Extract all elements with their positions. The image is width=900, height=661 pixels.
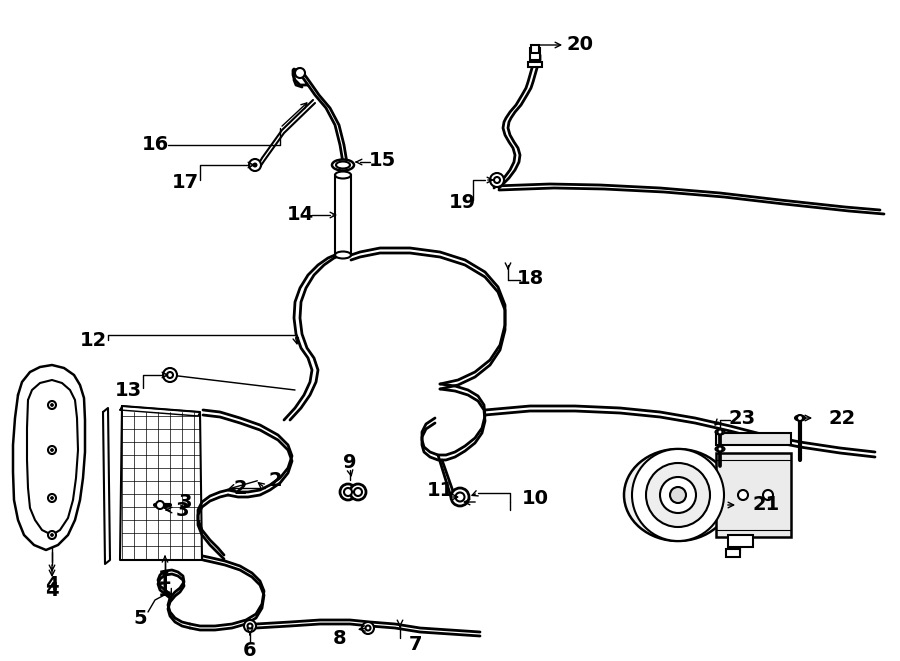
- Circle shape: [451, 488, 469, 506]
- Bar: [530, 48, 540, 60]
- Circle shape: [660, 477, 696, 513]
- Circle shape: [763, 490, 773, 500]
- Text: 15: 15: [368, 151, 396, 169]
- Ellipse shape: [335, 251, 351, 258]
- Ellipse shape: [716, 430, 724, 434]
- Text: 6: 6: [243, 641, 256, 660]
- Text: 16: 16: [141, 136, 168, 155]
- Circle shape: [494, 177, 500, 183]
- Circle shape: [362, 622, 374, 634]
- Circle shape: [48, 446, 56, 454]
- Text: 12: 12: [79, 330, 106, 350]
- Ellipse shape: [716, 446, 724, 451]
- Text: 13: 13: [114, 381, 141, 399]
- Bar: [716, 453, 791, 537]
- Circle shape: [244, 620, 256, 632]
- Circle shape: [365, 625, 371, 631]
- Bar: [726, 549, 740, 557]
- Text: 20: 20: [566, 34, 593, 54]
- Circle shape: [646, 463, 710, 527]
- Ellipse shape: [795, 416, 805, 420]
- Circle shape: [717, 430, 723, 434]
- Text: 2: 2: [233, 479, 247, 498]
- Circle shape: [50, 496, 53, 500]
- Text: 7: 7: [409, 635, 422, 654]
- Text: 23: 23: [728, 408, 756, 428]
- Circle shape: [350, 484, 366, 500]
- Text: 1: 1: [158, 580, 172, 600]
- Circle shape: [48, 401, 56, 409]
- Text: 22: 22: [828, 408, 855, 428]
- Circle shape: [340, 484, 356, 500]
- Ellipse shape: [624, 449, 732, 541]
- Circle shape: [490, 173, 504, 187]
- Circle shape: [797, 415, 803, 421]
- Circle shape: [295, 68, 305, 78]
- Circle shape: [248, 623, 253, 629]
- Circle shape: [163, 368, 177, 382]
- Circle shape: [167, 372, 173, 378]
- Text: 3: 3: [176, 500, 189, 520]
- Circle shape: [455, 492, 464, 502]
- Circle shape: [717, 446, 723, 451]
- Circle shape: [354, 488, 362, 496]
- Text: 5: 5: [133, 609, 147, 627]
- Bar: [528, 62, 542, 67]
- Text: 4: 4: [45, 580, 58, 600]
- Text: 1: 1: [158, 568, 172, 588]
- Text: 11: 11: [427, 481, 454, 500]
- Circle shape: [249, 159, 261, 171]
- Circle shape: [50, 449, 53, 451]
- Bar: [728, 535, 753, 547]
- Bar: [531, 45, 539, 53]
- Ellipse shape: [335, 171, 351, 178]
- Text: 17: 17: [171, 173, 199, 192]
- Circle shape: [253, 163, 257, 167]
- Circle shape: [50, 403, 53, 407]
- Circle shape: [50, 533, 53, 537]
- Ellipse shape: [336, 161, 350, 169]
- Text: 8: 8: [333, 629, 346, 648]
- Text: 21: 21: [752, 496, 779, 514]
- Circle shape: [156, 501, 164, 509]
- Bar: [335, 175, 351, 255]
- Ellipse shape: [332, 159, 354, 171]
- Circle shape: [48, 531, 56, 539]
- Circle shape: [670, 487, 686, 503]
- Circle shape: [344, 488, 352, 496]
- Circle shape: [632, 449, 724, 541]
- Circle shape: [48, 494, 56, 502]
- Text: 18: 18: [517, 268, 544, 288]
- Text: 10: 10: [522, 488, 549, 508]
- Text: 2: 2: [268, 471, 282, 490]
- Text: 3: 3: [178, 492, 192, 512]
- Text: 4: 4: [45, 576, 58, 594]
- Bar: [716, 433, 791, 445]
- Circle shape: [738, 490, 748, 500]
- Text: 14: 14: [286, 206, 313, 225]
- Text: 19: 19: [448, 194, 475, 212]
- Text: 9: 9: [343, 453, 356, 471]
